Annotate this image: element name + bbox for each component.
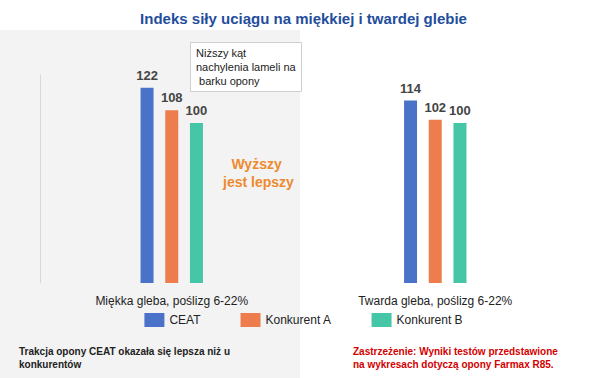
svg-text:Zastrzeżenie: Wyniki testów pr: Zastrzeżenie: Wyniki testów przedstawion… <box>353 346 561 357</box>
svg-text:Twarda gleba, poślizg 6-22%: Twarda gleba, poślizg 6-22% <box>358 294 512 308</box>
svg-text:nachylenia lameli na: nachylenia lameli na <box>196 61 297 73</box>
svg-text:100: 100 <box>449 103 471 118</box>
svg-text:Konkurent B: Konkurent B <box>397 313 463 327</box>
svg-text:Trakcja opony CEAT okazała się: Trakcja opony CEAT okazała się lepsza ni… <box>19 346 233 357</box>
svg-text:108: 108 <box>161 90 183 105</box>
svg-text:jest lepszy: jest lepszy <box>222 174 294 190</box>
svg-text:100: 100 <box>186 103 208 118</box>
svg-text:114: 114 <box>400 81 422 96</box>
svg-text:102: 102 <box>424 100 446 115</box>
svg-text:122: 122 <box>136 68 158 83</box>
svg-text:Konkurent A: Konkurent A <box>266 313 331 327</box>
svg-text:Indeks siły uciągu na miękkiej: Indeks siły uciągu na miękkiej i twardej… <box>140 10 467 27</box>
svg-text:na wykresach dotyczą opony Far: na wykresach dotyczą opony Farmax R85. <box>353 359 554 370</box>
svg-text:Niższy kąt: Niższy kąt <box>196 47 249 59</box>
svg-text:Wyższy: Wyższy <box>231 156 285 172</box>
svg-text:Miękka gleba, poślizg 6-22%: Miękka gleba, poślizg 6-22% <box>95 294 248 308</box>
svg-text:konkurentów: konkurentów <box>19 359 81 370</box>
svg-text:CEAT: CEAT <box>169 313 201 327</box>
svg-text:barku opony: barku opony <box>196 75 260 87</box>
